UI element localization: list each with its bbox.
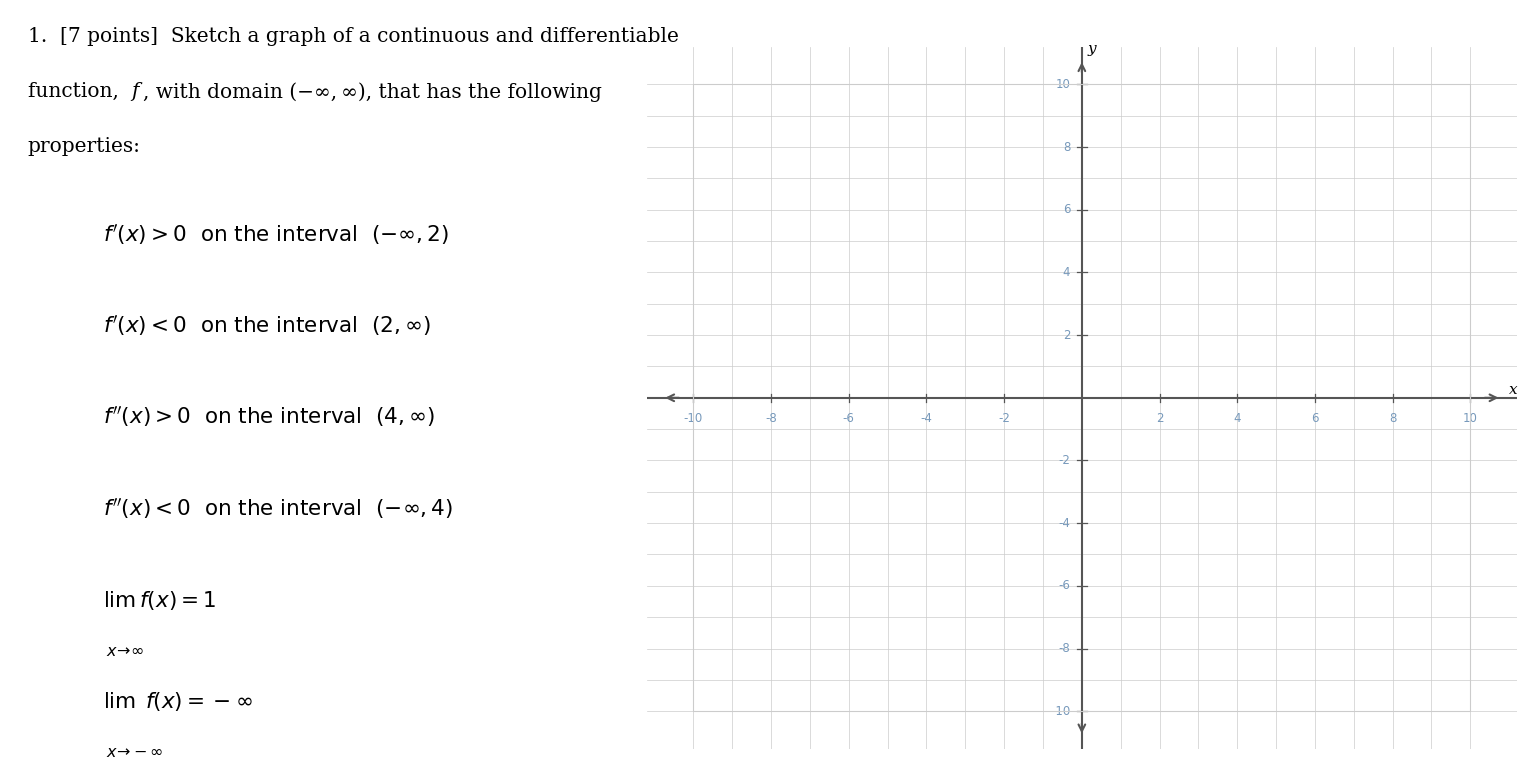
Text: $\lim\;\, f(x) = -\infty$: $\lim\;\, f(x) = -\infty$ xyxy=(103,690,253,713)
Text: 8: 8 xyxy=(1063,140,1070,154)
Text: f: f xyxy=(131,82,139,101)
Text: 4: 4 xyxy=(1063,266,1070,279)
Text: 8: 8 xyxy=(1389,412,1397,425)
Text: , with domain (−∞, ∞), that has the following: , with domain (−∞, ∞), that has the foll… xyxy=(143,82,602,101)
Text: -6: -6 xyxy=(1058,580,1070,592)
Text: x: x xyxy=(1509,383,1518,397)
Text: 1.  [7 points]  Sketch a graph of a continuous and differentiable: 1. [7 points] Sketch a graph of a contin… xyxy=(28,27,679,46)
Text: 2: 2 xyxy=(1063,328,1070,342)
Text: -4: -4 xyxy=(1058,516,1070,530)
Text: $f''(x) > 0$  on the interval  $(4, \infty)$: $f''(x) > 0$ on the interval $(4, \infty… xyxy=(103,405,434,429)
Text: 10: 10 xyxy=(1055,78,1070,91)
Text: $f''(x) < 0$  on the interval  $(-\infty, 4)$: $f''(x) < 0$ on the interval $(-\infty, … xyxy=(103,496,453,520)
Text: -10: -10 xyxy=(684,412,704,425)
Text: $f'(x) < 0$  on the interval  $(2, \infty)$: $f'(x) < 0$ on the interval $(2, \infty)… xyxy=(103,314,431,338)
Text: 6: 6 xyxy=(1063,204,1070,216)
Text: 2: 2 xyxy=(1157,412,1163,425)
Text: properties:: properties: xyxy=(28,136,140,155)
Text: 6: 6 xyxy=(1311,412,1318,425)
Text: y: y xyxy=(1087,42,1096,56)
Text: -4: -4 xyxy=(921,412,932,425)
Text: -10: -10 xyxy=(1050,704,1070,718)
Text: -2: -2 xyxy=(998,412,1010,425)
Text: 10: 10 xyxy=(1463,412,1478,425)
Text: -8: -8 xyxy=(1058,642,1070,655)
Text: $x\!\rightarrow\!-\infty$: $x\!\rightarrow\!-\infty$ xyxy=(106,745,163,760)
Text: 4: 4 xyxy=(1234,412,1241,425)
Text: -6: -6 xyxy=(842,412,855,425)
Bar xyxy=(693,84,1471,711)
Text: -2: -2 xyxy=(1058,454,1070,467)
Text: $f'(x) > 0$  on the interval  $(-\infty, 2)$: $f'(x) > 0$ on the interval $(-\infty, 2… xyxy=(103,222,448,246)
Text: -8: -8 xyxy=(765,412,778,425)
Text: $\lim\, f(x) = 1$: $\lim\, f(x) = 1$ xyxy=(103,589,216,612)
Text: $x\!\rightarrow\!\infty$: $x\!\rightarrow\!\infty$ xyxy=(106,644,143,658)
Text: function,: function, xyxy=(28,82,123,101)
